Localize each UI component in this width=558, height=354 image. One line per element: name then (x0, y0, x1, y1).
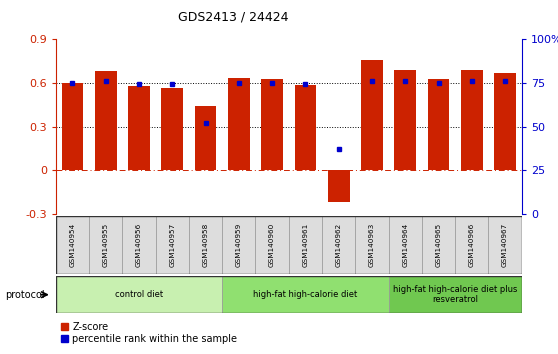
Bar (388, 276, 522, 313)
Text: high-fat high-calorie diet plus
resveratrol: high-fat high-calorie diet plus resverat… (393, 285, 517, 304)
Text: GSM140958: GSM140958 (203, 223, 209, 267)
Bar (122, 216, 156, 274)
Bar (189, 216, 222, 274)
Text: protocol: protocol (6, 290, 45, 300)
Bar (428, 79, 449, 170)
Bar (61, 84, 83, 170)
Bar (89, 216, 122, 274)
Bar (56, 276, 222, 313)
Text: GSM140959: GSM140959 (236, 223, 242, 267)
Text: GSM140956: GSM140956 (136, 223, 142, 267)
Bar (355, 216, 388, 274)
Text: GSM140966: GSM140966 (469, 223, 475, 267)
Text: high-fat high-calorie diet: high-fat high-calorie diet (253, 290, 358, 299)
Text: GDS2413 / 24424: GDS2413 / 24424 (177, 11, 288, 24)
Bar (461, 70, 483, 170)
Bar (494, 73, 516, 170)
Bar (228, 78, 249, 170)
Text: GSM140954: GSM140954 (69, 223, 75, 267)
Text: GSM140963: GSM140963 (369, 223, 375, 267)
Bar (95, 71, 117, 170)
Bar (295, 85, 316, 170)
Bar (195, 106, 217, 170)
Bar (388, 216, 422, 274)
Legend: Z-score, percentile rank within the sample: Z-score, percentile rank within the samp… (61, 322, 237, 344)
Bar (222, 216, 256, 274)
Text: GSM140957: GSM140957 (169, 223, 175, 267)
Bar (289, 216, 322, 274)
Text: GSM140960: GSM140960 (269, 223, 275, 267)
Bar (222, 276, 388, 313)
Text: GSM140967: GSM140967 (502, 223, 508, 267)
Bar (256, 216, 289, 274)
Bar (361, 60, 383, 170)
Bar (128, 86, 150, 170)
Text: GSM140961: GSM140961 (302, 223, 309, 267)
Text: GSM140965: GSM140965 (436, 223, 441, 267)
Bar (328, 170, 349, 202)
Bar (488, 216, 522, 274)
Bar (261, 79, 283, 170)
Bar (322, 216, 355, 274)
Text: GSM140962: GSM140962 (336, 223, 341, 267)
Bar (455, 216, 488, 274)
Text: control diet: control diet (115, 290, 163, 299)
Bar (422, 216, 455, 274)
Bar (156, 216, 189, 274)
Bar (56, 216, 89, 274)
Bar (395, 70, 416, 170)
Text: GSM140955: GSM140955 (103, 223, 109, 267)
Text: GSM140964: GSM140964 (402, 223, 408, 267)
Bar (161, 88, 183, 170)
